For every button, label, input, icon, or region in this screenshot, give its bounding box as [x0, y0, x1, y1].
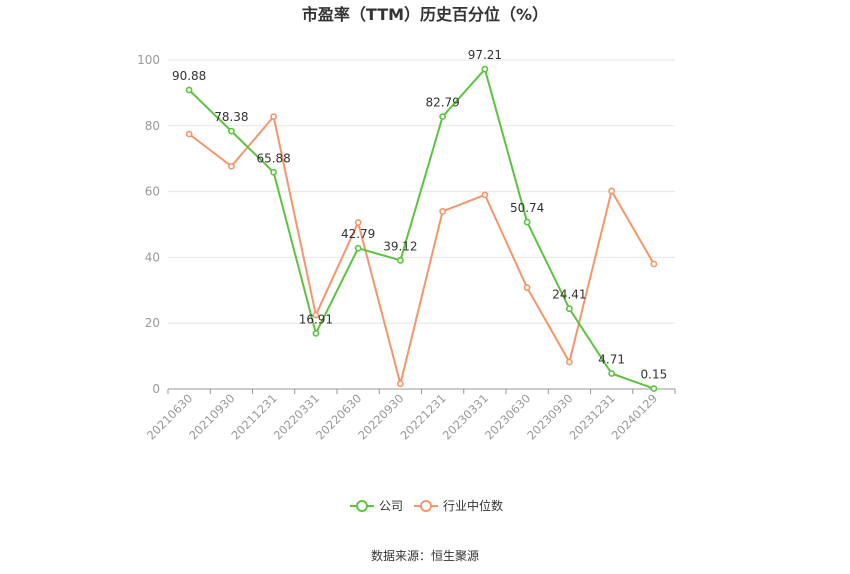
legend-company-marker [356, 500, 368, 512]
company-data-label: 4.71 [598, 353, 625, 367]
industry-data-point[interactable] [227, 162, 235, 170]
series [185, 65, 658, 392]
y-tick-label: 100 [137, 53, 160, 67]
y-tick-label: 40 [145, 250, 160, 264]
x-axis: 2021063020210930202112312022033120220630… [144, 388, 676, 443]
company-data-label: 78.38 [214, 110, 248, 124]
company-data-label: 24.41 [552, 288, 586, 302]
legend-item-company[interactable]: 公司 [350, 499, 403, 513]
industry-data-point[interactable] [185, 130, 193, 138]
company-data-point[interactable] [523, 218, 531, 226]
company-data-label: 50.74 [510, 201, 544, 215]
legend-company-label: 公司 [379, 499, 403, 513]
industry-data-point[interactable] [650, 260, 658, 268]
company-data-point[interactable] [650, 385, 658, 392]
industry-data-point[interactable] [565, 358, 573, 366]
industry-data-point[interactable] [312, 311, 320, 319]
industry-data-point[interactable] [354, 219, 362, 226]
company-data-label: 82.79 [425, 96, 459, 110]
company-data-label: 42.79 [341, 227, 375, 241]
company-data-label: 16.91 [299, 312, 333, 326]
company-data-point[interactable] [185, 86, 193, 94]
source-note: 数据来源：恒生聚源 [371, 548, 479, 563]
company-data-label: 97.21 [468, 48, 502, 62]
company-data-label: 65.88 [256, 151, 290, 165]
company-data-point[interactable] [481, 65, 489, 73]
y-tick-label: 20 [145, 316, 160, 330]
chart-title: 市盈率（TTM）历史百分位（%） [302, 5, 548, 24]
industry-data-point[interactable] [481, 191, 489, 199]
company-data-label: 39.12 [383, 239, 417, 253]
industry-data-point[interactable] [523, 284, 531, 292]
company-data-point[interactable] [565, 305, 573, 313]
y-axis: 0 20 40 60 80 100 [137, 53, 160, 396]
legend-item-industry[interactable]: 行业中位数 [414, 498, 503, 513]
company-series-line [188, 68, 655, 390]
industry-data-point[interactable] [439, 207, 447, 215]
company-data-point[interactable] [396, 256, 404, 264]
company-data-point[interactable] [227, 127, 235, 135]
company-data-label: 0.15 [641, 368, 668, 382]
legend-industry-marker [420, 500, 432, 512]
industry-series-line [188, 115, 655, 385]
legend-industry-label: 行业中位数 [443, 498, 503, 513]
x-tick-label: 20240129 [609, 391, 660, 442]
company-data-point[interactable] [439, 113, 447, 121]
company-data-point[interactable] [270, 168, 278, 176]
legend: 公司 行业中位数 [350, 498, 503, 513]
company-data-label: 90.88 [172, 69, 206, 83]
y-tick-label: 80 [145, 119, 160, 133]
industry-data-point[interactable] [270, 113, 278, 120]
data-labels: 90.88 78.38 65.88 16.91 42.79 39.12 82.79 97.21… [172, 48, 667, 381]
y-tick-label: 60 [145, 185, 160, 199]
company-data-point[interactable] [608, 370, 616, 377]
y-tick-label: 0 [152, 382, 160, 396]
industry-data-point[interactable] [608, 187, 616, 195]
company-data-point[interactable] [312, 329, 320, 337]
company-data-point[interactable] [354, 244, 362, 252]
industry-data-point[interactable] [396, 380, 404, 388]
